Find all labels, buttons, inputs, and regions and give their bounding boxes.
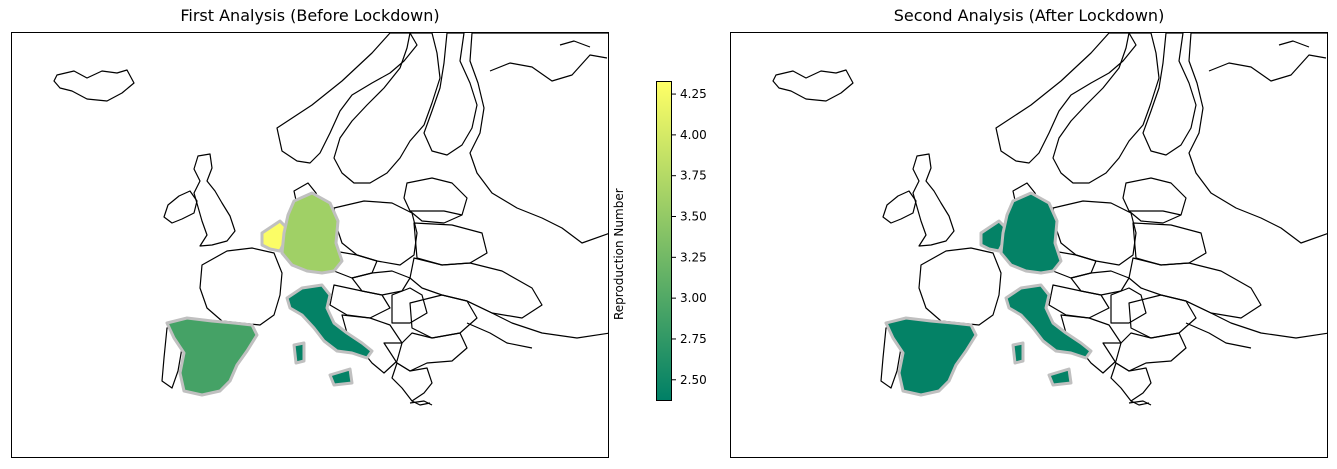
colorbar-label: Reproduction Number	[612, 188, 626, 320]
colorbar-tick-label: 2.75	[680, 332, 707, 346]
colorbar	[656, 81, 672, 401]
country-italy	[1004, 283, 1093, 387]
map-before-lockdown	[11, 32, 609, 458]
country-italy	[285, 283, 374, 387]
colorbar-tick-label: 3.75	[680, 169, 707, 183]
highlighted-countries	[165, 191, 374, 397]
colorbar-tick-label: 3.50	[680, 210, 707, 224]
map-after-lockdown	[730, 32, 1328, 458]
colorbar-tick-label: 3.00	[680, 291, 707, 305]
europe-country-borders	[772, 33, 1327, 406]
left-map-title: First Analysis (Before Lockdown)	[180, 6, 440, 25]
colorbar-tick-label: 4.00	[680, 128, 707, 142]
colorbar-tick-label: 2.50	[680, 373, 707, 387]
country-spain	[165, 316, 259, 397]
highlighted-countries	[884, 191, 1093, 397]
country-spain	[884, 316, 978, 397]
europe-country-borders	[53, 33, 608, 406]
country-germany	[999, 191, 1063, 275]
right-map-title: Second Analysis (After Lockdown)	[893, 6, 1165, 25]
colorbar-tick-label: 4.25	[680, 87, 707, 101]
colorbar-tick-label: 3.25	[680, 250, 707, 264]
country-germany	[280, 191, 344, 275]
